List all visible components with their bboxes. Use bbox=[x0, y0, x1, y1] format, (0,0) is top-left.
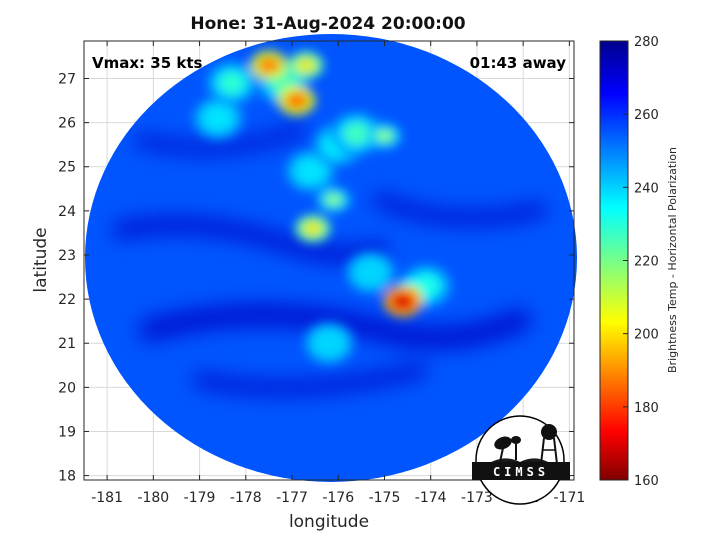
feature-core bbox=[291, 97, 302, 104]
time-annotation: 01:43 away bbox=[470, 54, 567, 72]
brightness-features bbox=[191, 50, 453, 366]
feature-core bbox=[397, 297, 409, 306]
x-tick-label: -173 bbox=[461, 490, 493, 506]
feature-core bbox=[344, 123, 370, 145]
cold-bands bbox=[112, 124, 547, 395]
feature-core bbox=[298, 161, 323, 182]
x-tick-label: -179 bbox=[184, 490, 216, 506]
y-tick-label: 24 bbox=[58, 204, 76, 220]
x-tick-label: -171 bbox=[553, 490, 585, 506]
x-tick-label: -181 bbox=[91, 490, 123, 506]
plot-frame bbox=[83, 40, 575, 481]
x-tick-label: -176 bbox=[322, 490, 354, 506]
y-tick-label: 27 bbox=[58, 72, 76, 88]
colorbar-tick-label: 180 bbox=[634, 401, 659, 416]
swath-disk bbox=[85, 34, 577, 482]
cold-band bbox=[193, 363, 427, 395]
feature-core bbox=[219, 72, 245, 94]
colorbar-tick-label: 260 bbox=[634, 108, 659, 123]
x-axis-ticks: -181-180-179-178-177-176-175-174-173-172… bbox=[91, 41, 585, 506]
logo-text: CIMSS bbox=[493, 465, 549, 479]
colorbar-ticks: 280 260 240 220 200 180 160 bbox=[623, 35, 659, 489]
feature-core bbox=[308, 225, 318, 232]
colorbar-tick-label: 240 bbox=[634, 181, 659, 196]
vmax-annotation: Vmax: 35 kts bbox=[92, 54, 202, 72]
feature-core bbox=[329, 196, 338, 203]
x-tick-label: -178 bbox=[230, 490, 262, 506]
x-axis-label: longitude bbox=[289, 512, 369, 532]
y-axis-ticks: 27 26 25 24 23 22 21 20 19 18 bbox=[58, 72, 574, 485]
x-tick-label: -174 bbox=[415, 490, 447, 506]
feature-core bbox=[301, 62, 311, 69]
feature-core bbox=[380, 132, 389, 139]
colorbar-tick-label: 160 bbox=[634, 474, 659, 489]
feature-core bbox=[317, 333, 341, 354]
feature-core bbox=[205, 108, 231, 129]
y-tick-label: 20 bbox=[58, 380, 76, 396]
colorbar-tick-label: 220 bbox=[634, 255, 659, 270]
cold-band bbox=[139, 304, 531, 349]
colorbar-tick-label: 200 bbox=[634, 328, 659, 343]
y-tick-label: 18 bbox=[58, 469, 76, 485]
y-tick-label: 25 bbox=[58, 160, 76, 176]
x-tick-label: -175 bbox=[369, 490, 401, 506]
y-tick-label: 22 bbox=[58, 292, 76, 308]
x-tick-label: -177 bbox=[276, 490, 308, 506]
y-tick-label: 21 bbox=[58, 336, 76, 352]
y-tick-label: 26 bbox=[58, 116, 76, 132]
y-axis-label: latitude bbox=[31, 227, 51, 292]
cold-band bbox=[134, 124, 306, 154]
y-tick-label: 19 bbox=[58, 424, 76, 440]
colorbar-tick-label: 280 bbox=[634, 35, 659, 50]
cold-band bbox=[373, 193, 547, 225]
cimss-logo: CIMSS bbox=[472, 415, 570, 505]
feature-core bbox=[263, 62, 274, 69]
feature-core bbox=[358, 262, 383, 283]
chart-title: Hone: 31-Aug-2024 20:00:00 bbox=[190, 14, 465, 34]
y-tick-label: 23 bbox=[58, 248, 76, 264]
x-tick-label: -180 bbox=[137, 490, 169, 506]
cold-band bbox=[112, 217, 388, 263]
colorbar-label: Brightness Temp - Horizontal Polarizatio… bbox=[666, 147, 679, 373]
